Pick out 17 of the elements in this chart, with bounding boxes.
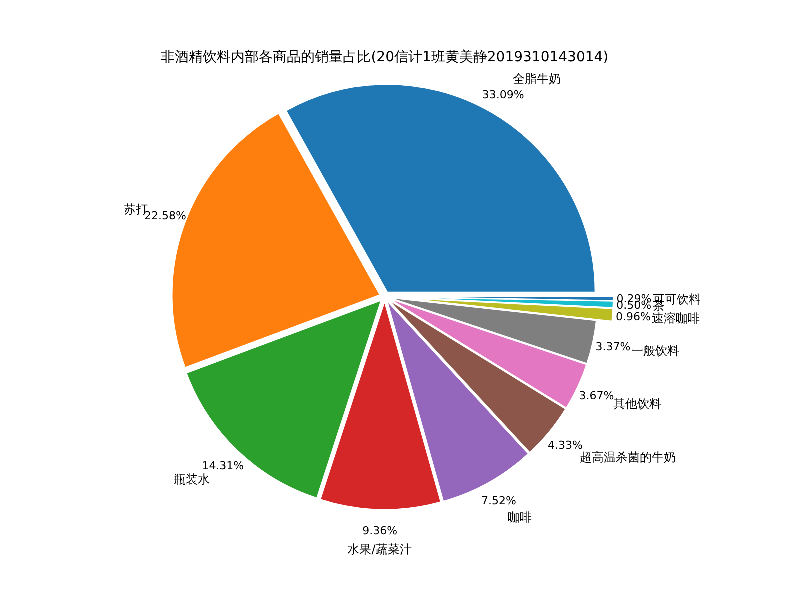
chart-title: 非酒精饮料内部各商品的销量占比(20信计1班黄美静2019310143014) <box>161 50 609 66</box>
slice-label: 超高温杀菌的牛奶 <box>580 450 676 464</box>
data-label: 0.96% <box>616 310 651 324</box>
data-label: 3.37% <box>596 340 631 354</box>
data-label: 4.33% <box>548 439 583 452</box>
data-label: 9.36% <box>362 524 398 538</box>
slice-label: 全脂牛奶 <box>512 72 561 86</box>
slice-label: 咖啡 <box>508 510 532 524</box>
slice-label: 速溶咖啡 <box>652 311 700 326</box>
data-label: 3.67% <box>579 389 614 402</box>
slice-label: 一般饮料 <box>632 344 680 358</box>
data-label: 7.52% <box>482 494 517 508</box>
slice-label: 其他饮料 <box>614 396 662 411</box>
slice-label: 瓶装水 <box>174 472 210 486</box>
data-label: 14.31% <box>202 459 244 472</box>
slice-label: 水果/蔬菜汁 <box>348 542 412 556</box>
data-label: 33.09% <box>482 88 524 102</box>
